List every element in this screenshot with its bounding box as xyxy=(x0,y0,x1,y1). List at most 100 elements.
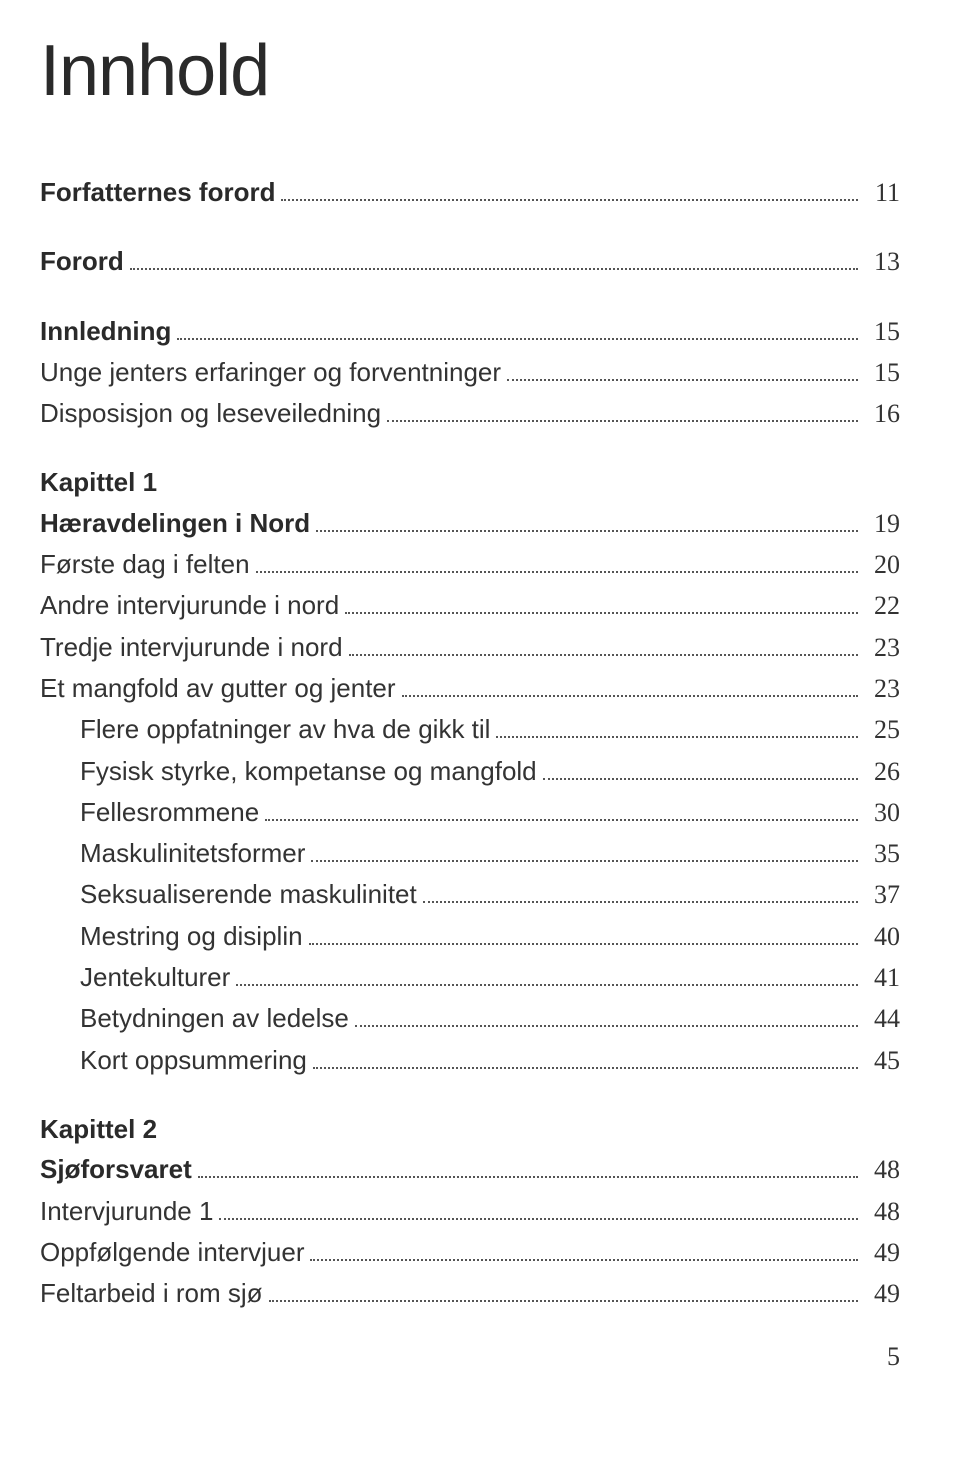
toc-entry-page: 49 xyxy=(864,1274,900,1314)
toc-spacer xyxy=(40,434,900,462)
toc-entry-label: Mestring og disiplin xyxy=(40,916,303,956)
toc-entry-page: 35 xyxy=(864,834,900,874)
toc-entry-label: Hæravdelingen i Nord xyxy=(40,503,310,543)
toc-entry-label: Forfatternes forord xyxy=(40,172,275,212)
toc-leader-dots xyxy=(423,901,858,903)
toc-entry: Oppfølgende intervjuer 49 xyxy=(40,1232,900,1273)
toc-entry-page: 49 xyxy=(864,1233,900,1273)
toc-spacer xyxy=(40,283,900,311)
toc-leader-dots xyxy=(507,379,858,381)
toc-entry-label: Intervjurunde 1 xyxy=(40,1191,213,1231)
toc-entry: Mestring og disiplin 40 xyxy=(40,916,900,957)
toc-leader-dots xyxy=(345,612,858,614)
toc-entry-label: Unge jenters erfaringer og forventninger xyxy=(40,352,501,392)
toc-entry-label: Maskulinitetsformer xyxy=(40,833,305,873)
toc-entry: Et mangfold av gutter og jenter 23 xyxy=(40,668,900,709)
toc-entry: Seksualiserende maskulinitet 37 xyxy=(40,874,900,915)
toc-entry-page: 48 xyxy=(864,1150,900,1190)
toc-entry-label: Jentekulturer xyxy=(40,957,230,997)
toc-entry-page: 23 xyxy=(864,669,900,709)
toc-entry-page: 13 xyxy=(864,242,900,282)
toc-entry-page: 15 xyxy=(864,312,900,352)
toc-entry-page: 22 xyxy=(864,586,900,626)
toc-entry: Forfatternes forord 11 xyxy=(40,172,900,213)
toc-entry: Fellesrommene 30 xyxy=(40,792,900,833)
toc-entry-label: Tredje intervjurunde i nord xyxy=(40,627,343,667)
toc-entry-page: 48 xyxy=(864,1192,900,1232)
toc-entry: Første dag i felten20 xyxy=(40,544,900,585)
toc-entry-page: 40 xyxy=(864,917,900,957)
toc-entry: Unge jenters erfaringer og forventninger… xyxy=(40,352,900,393)
toc-entry-label: Et mangfold av gutter og jenter xyxy=(40,668,396,708)
toc-entry-label: Innledning xyxy=(40,311,171,351)
toc-leader-dots xyxy=(349,654,858,656)
toc-entry-label: Oppfølgende intervjuer xyxy=(40,1232,304,1272)
toc-entry: Sjøforsvaret 48 xyxy=(40,1149,900,1190)
toc-leader-dots xyxy=(281,199,858,201)
toc-entry: Feltarbeid i rom sjø 49 xyxy=(40,1273,900,1314)
toc-entry: Innledning 15 xyxy=(40,311,900,352)
toc-leader-dots xyxy=(130,268,858,270)
toc-leader-dots xyxy=(219,1218,858,1220)
toc-entry-page: 26 xyxy=(864,752,900,792)
toc-entry: Forord 13 xyxy=(40,241,900,282)
toc-entry: Fysisk styrke, kompetanse og mangfold 26 xyxy=(40,751,900,792)
toc-entry: Maskulinitetsformer 35 xyxy=(40,833,900,874)
toc-leader-dots xyxy=(256,571,858,573)
toc-entry: Kort oppsummering 45 xyxy=(40,1040,900,1081)
toc-entry: Disposisjon og leseveiledning 16 xyxy=(40,393,900,434)
toc-entry: Flere oppfatninger av hva de gikk til 25 xyxy=(40,709,900,750)
page-title: Innhold xyxy=(40,30,900,112)
toc-entry-label: Kort oppsummering xyxy=(40,1040,307,1080)
toc-leader-dots xyxy=(311,860,858,862)
toc-entry-page: 45 xyxy=(864,1041,900,1081)
toc-leader-dots xyxy=(198,1176,858,1178)
toc-spacer xyxy=(40,213,900,241)
toc-leader-dots xyxy=(496,736,858,738)
toc-entry: Betydningen av ledelse 44 xyxy=(40,998,900,1039)
toc-entry-page: 30 xyxy=(864,793,900,833)
toc-leader-dots xyxy=(316,530,858,532)
toc-entry-page: 25 xyxy=(864,710,900,750)
toc-entry-page: 44 xyxy=(864,999,900,1039)
toc-leader-dots xyxy=(310,1259,858,1261)
toc-section-heading: Kapittel 2 xyxy=(40,1109,900,1149)
toc-entry: Tredje intervjurunde i nord 23 xyxy=(40,627,900,668)
toc-entry-label: Fysisk styrke, kompetanse og mangfold xyxy=(40,751,537,791)
toc-leader-dots xyxy=(236,984,858,986)
toc-leader-dots xyxy=(313,1067,858,1069)
toc-leader-dots xyxy=(309,943,858,945)
toc-entry-label: Betydningen av ledelse xyxy=(40,998,349,1038)
toc-entry-label: Fellesrommene xyxy=(40,792,259,832)
toc-entry-label: Forord xyxy=(40,241,124,281)
toc-leader-dots xyxy=(269,1300,859,1302)
toc-spacer xyxy=(40,1081,900,1109)
toc-entry-label: Seksualiserende maskulinitet xyxy=(40,874,417,914)
toc-section-heading: Kapittel 1 xyxy=(40,462,900,502)
toc-entry: Andre intervjurunde i nord 22 xyxy=(40,585,900,626)
toc-leader-dots xyxy=(387,420,858,422)
toc-entry: Hæravdelingen i Nord 19 xyxy=(40,503,900,544)
toc-entry: Jentekulturer 41 xyxy=(40,957,900,998)
toc-entry-page: 19 xyxy=(864,504,900,544)
toc-entry-page: 11 xyxy=(864,173,900,213)
toc-entry-page: 20 xyxy=(864,545,900,585)
toc-entry-label: Andre intervjurunde i nord xyxy=(40,585,339,625)
toc-entry-page: 23 xyxy=(864,628,900,668)
toc-leader-dots xyxy=(355,1025,858,1027)
footer-page-number: 5 xyxy=(40,1342,900,1372)
toc-entry-label: Disposisjon og leseveiledning xyxy=(40,393,381,433)
toc-entry-label: Flere oppfatninger av hva de gikk til xyxy=(40,709,490,749)
toc-entry-page: 41 xyxy=(864,958,900,998)
toc-entry-page: 15 xyxy=(864,353,900,393)
toc-leader-dots xyxy=(543,778,858,780)
toc-leader-dots xyxy=(265,819,858,821)
toc-entry: Intervjurunde 1 48 xyxy=(40,1191,900,1232)
toc-leader-dots xyxy=(402,695,858,697)
toc-leader-dots xyxy=(177,338,858,340)
toc-entry-page: 16 xyxy=(864,394,900,434)
toc-list: Forfatternes forord 11 Forord 13 Innledning 1… xyxy=(40,172,900,1314)
toc-entry-page: 37 xyxy=(864,875,900,915)
toc-entry-label: Sjøforsvaret xyxy=(40,1149,192,1189)
toc-entry-label: Feltarbeid i rom sjø xyxy=(40,1273,263,1313)
